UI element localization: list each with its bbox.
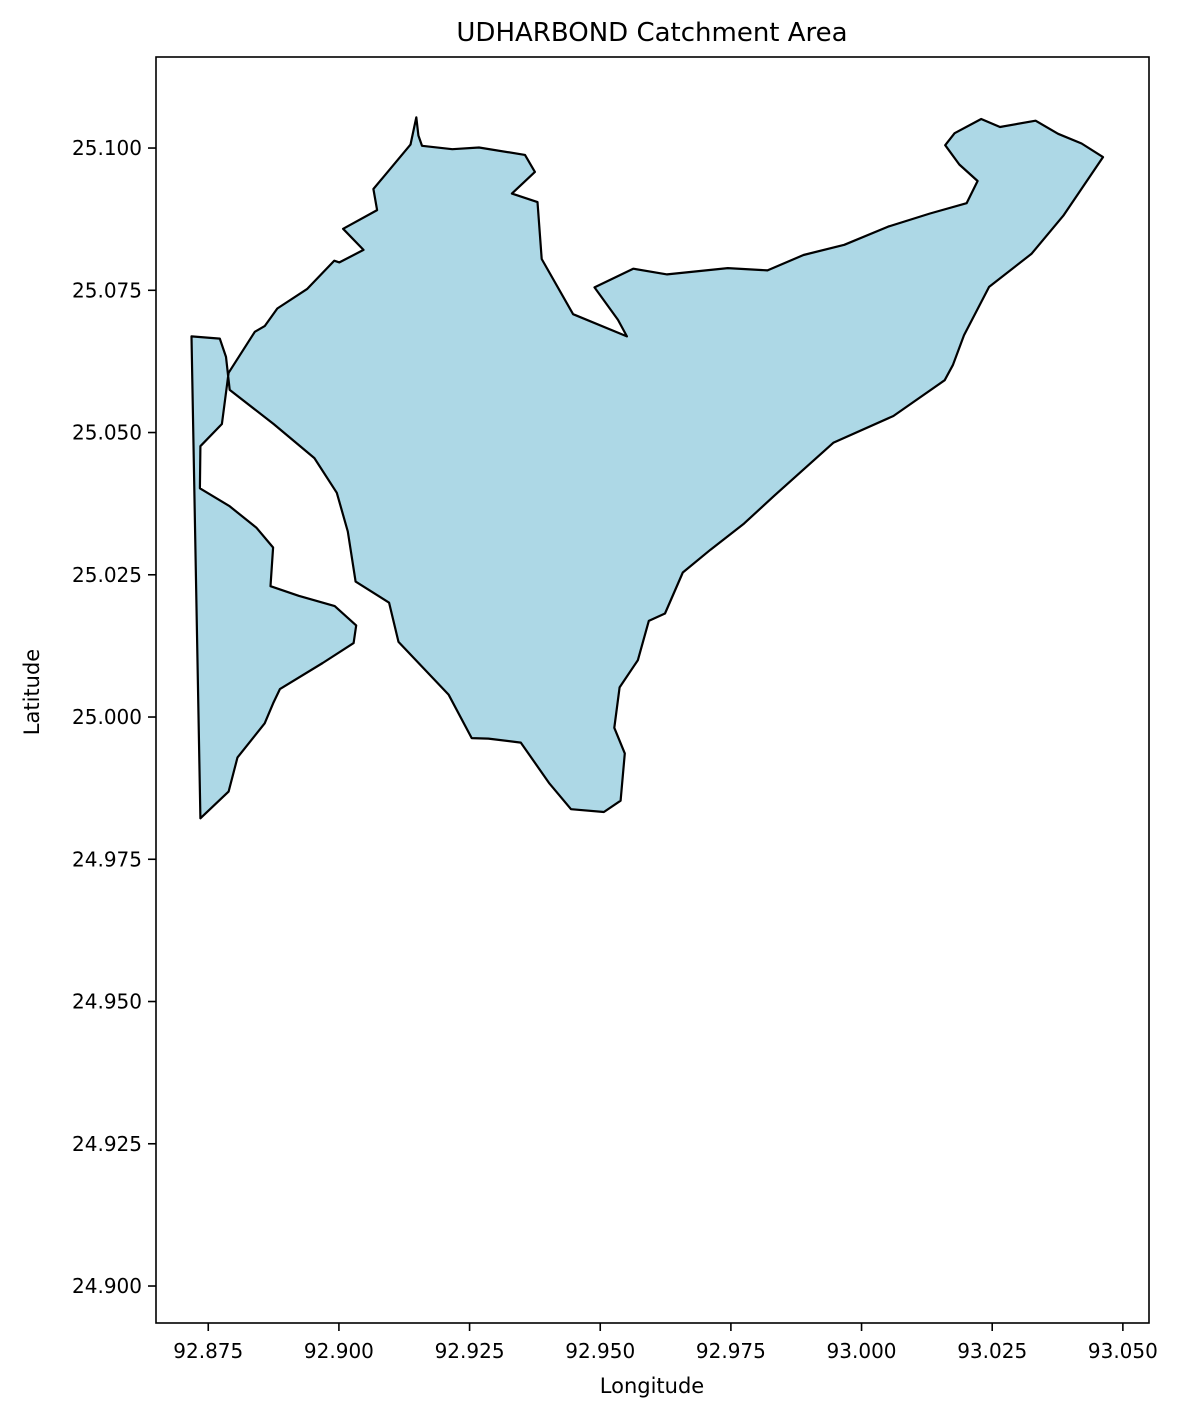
plot-frame — [155, 56, 1150, 1324]
y-tick-label: 25.100 — [72, 136, 142, 160]
y-tick-label: 24.950 — [72, 990, 142, 1014]
x-tick-label: 92.925 — [435, 1339, 505, 1363]
map-title: UDHARBOND Catchment Area — [456, 18, 847, 48]
x-tick-label: 93.050 — [1088, 1339, 1158, 1363]
y-tick-label: 25.075 — [72, 278, 142, 302]
catchment-polygons — [190, 116, 1105, 820]
x-tick-label: 92.875 — [173, 1339, 243, 1363]
x-axis: 92.875 92.900 92.925 92.950 92.975 93.000 93.0… — [173, 1323, 1158, 1363]
y-tick-label: 24.925 — [72, 1132, 142, 1156]
y-tick-label: 25.025 — [72, 563, 142, 587]
x-tick-label: 93.000 — [827, 1339, 897, 1363]
y-tick-label: 25.000 — [72, 705, 142, 729]
y-tick-label: 24.975 — [72, 847, 142, 871]
y-axis-label: Latitude — [20, 649, 44, 735]
y-axis: 24.900 24.925 24.950 24.975 25.000 25.025 25.0… — [72, 136, 156, 1298]
x-tick-label: 93.025 — [957, 1339, 1027, 1363]
catchment-polygon — [190, 116, 1105, 820]
x-tick-label: 92.950 — [565, 1339, 635, 1363]
x-axis-label: Longitude — [600, 1374, 704, 1398]
y-tick-label: 25.050 — [72, 421, 142, 445]
x-tick-label: 92.975 — [696, 1339, 766, 1363]
y-tick-label: 24.900 — [72, 1274, 142, 1298]
x-tick-label: 92.900 — [304, 1339, 374, 1363]
